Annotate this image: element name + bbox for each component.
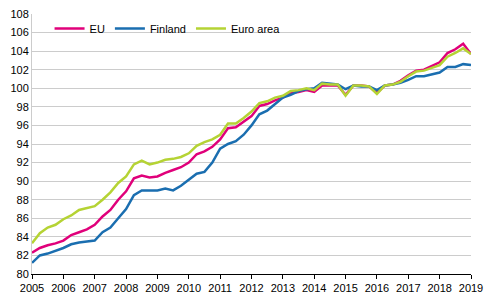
svg-text:90: 90 — [17, 175, 29, 187]
svg-text:2008: 2008 — [114, 282, 138, 294]
svg-text:2006: 2006 — [51, 282, 75, 294]
svg-text:86: 86 — [17, 212, 29, 224]
svg-text:92: 92 — [17, 156, 29, 168]
svg-text:2013: 2013 — [271, 282, 295, 294]
svg-text:Euro area: Euro area — [231, 23, 280, 35]
svg-text:2011: 2011 — [208, 282, 232, 294]
svg-text:2007: 2007 — [82, 282, 106, 294]
svg-text:2019: 2019 — [459, 282, 483, 294]
svg-text:102: 102 — [10, 64, 28, 76]
svg-text:2018: 2018 — [427, 282, 451, 294]
svg-text:108: 108 — [10, 8, 28, 20]
svg-text:106: 106 — [10, 26, 28, 38]
svg-text:104: 104 — [10, 45, 28, 57]
svg-text:2012: 2012 — [239, 282, 263, 294]
svg-text:84: 84 — [17, 231, 29, 243]
svg-text:2015: 2015 — [333, 282, 357, 294]
svg-text:2005: 2005 — [20, 282, 44, 294]
svg-text:96: 96 — [17, 119, 29, 131]
svg-text:2017: 2017 — [396, 282, 420, 294]
svg-text:2010: 2010 — [177, 282, 201, 294]
svg-text:2014: 2014 — [302, 282, 326, 294]
svg-text:94: 94 — [17, 138, 29, 150]
svg-text:80: 80 — [17, 268, 29, 280]
svg-text:2009: 2009 — [145, 282, 169, 294]
svg-text:82: 82 — [17, 249, 29, 261]
svg-text:Finland: Finland — [150, 23, 186, 35]
svg-text:2016: 2016 — [365, 282, 389, 294]
svg-text:100: 100 — [10, 82, 28, 94]
svg-text:98: 98 — [17, 101, 29, 113]
svg-text:88: 88 — [17, 194, 29, 206]
svg-text:EU: EU — [90, 23, 105, 35]
